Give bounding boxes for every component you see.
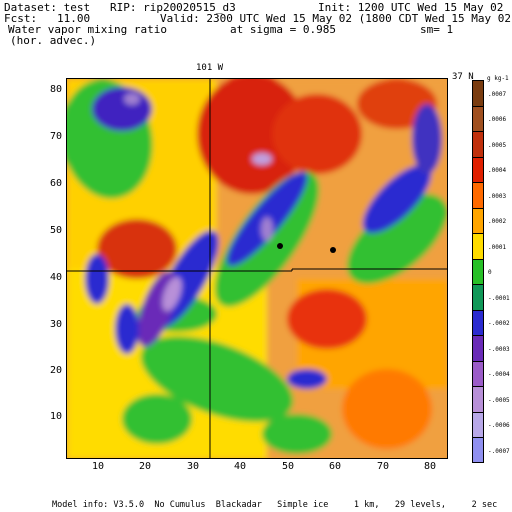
y-tick-label: 80 — [50, 84, 63, 95]
sigma-level-label: at sigma = 0.985 — [230, 23, 336, 36]
x-tick-label: 10 — [92, 461, 105, 472]
colorbar-label: -.0003 — [488, 345, 510, 353]
colorbar-label: -.0002 — [488, 320, 510, 327]
colorbar-swatch — [472, 207, 484, 233]
colorbar-label: -.0006 — [488, 422, 510, 429]
x-tick-label: 30 — [187, 461, 200, 472]
colorbar-swatch — [472, 105, 484, 131]
y-tick-label: 70 — [50, 131, 63, 142]
colorbar-swatch — [472, 131, 484, 157]
colorbar-label: .0002 — [488, 218, 507, 225]
y-tick-label: 60 — [50, 178, 63, 189]
colorbar-swatch — [472, 335, 484, 361]
colorbar-label: .0004 — [488, 167, 507, 174]
y-tick-label: 30 — [50, 319, 63, 330]
latitude-label: 37 N — [452, 72, 474, 82]
colorbar-swatch — [472, 309, 484, 335]
colorbar-swatch — [472, 156, 484, 182]
colorbar-label: -.0005 — [488, 396, 510, 404]
colorbar-swatch — [472, 437, 484, 463]
field-name-label: Water vapor mixing ratio — [8, 23, 167, 36]
colorbar-swatch — [472, 386, 484, 412]
dataset-label: Dataset: test RIP: rip20020515_d3 — [4, 1, 236, 14]
x-tick-label: 80 — [424, 461, 437, 472]
colorbar-label: .0005 — [488, 141, 507, 149]
smoothing-label: sm= 1 — [420, 23, 454, 36]
x-tick-label: 70 — [377, 461, 390, 472]
model-info-label: Model info: V3.5.0 No Cumulus Blackadar … — [52, 500, 498, 510]
colorbar-swatch — [472, 411, 484, 437]
x-tick-label: 60 — [329, 461, 342, 472]
colorbar-swatch — [472, 182, 484, 208]
advection-label: (hor. advec.) — [10, 34, 97, 47]
colorbar-swatch — [472, 258, 484, 284]
x-tick-label: 20 — [139, 461, 152, 472]
forecast-hour-label: Fcst: 11.00 — [4, 12, 91, 25]
colorbar-label: -.0001 — [488, 294, 510, 302]
colorbar-label: .0001 — [488, 243, 507, 251]
colorbar-swatch — [472, 360, 484, 386]
y-tick-label: 50 — [50, 225, 63, 236]
colorbar-label: -.0007 — [488, 447, 510, 455]
init-time-label: Init: 1200 UTC Wed 15 May 02 — [318, 1, 504, 14]
y-tick-label: 10 — [50, 411, 63, 422]
units-label: g kg-1 — [487, 75, 509, 82]
y-tick-label: 40 — [50, 272, 63, 283]
x-tick-label: 50 — [282, 461, 295, 472]
colorbar-label: -.0004 — [488, 371, 510, 378]
colorbar-swatch — [472, 284, 484, 310]
colorbar-label: 0 — [488, 269, 492, 276]
mixing-ratio-map — [66, 78, 448, 459]
x-tick-label: 40 — [234, 461, 247, 472]
colorbar-swatch — [472, 233, 484, 259]
longitude-label: 101 W — [196, 63, 224, 73]
y-tick-label: 20 — [50, 365, 63, 376]
colorbar-label: .0006 — [488, 116, 507, 123]
colorbar-label: .0007 — [488, 90, 507, 98]
colorbar-label: .0003 — [488, 192, 507, 200]
colorbar-swatch — [472, 80, 484, 106]
valid-time-label: Valid: 2300 UTC Wed 15 May 02 (1800 CDT … — [160, 12, 512, 25]
